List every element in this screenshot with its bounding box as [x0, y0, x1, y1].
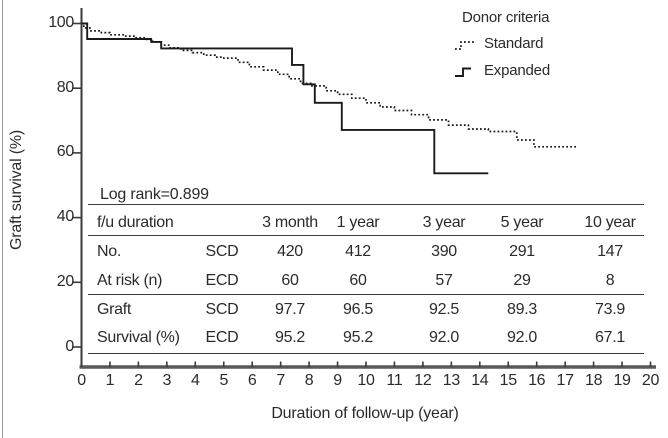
curve-standard	[81, 22, 577, 148]
risk-table-cell: 60	[349, 272, 367, 289]
curve-expanded	[81, 22, 489, 175]
risk-table-row-label: Survival (%)	[97, 329, 180, 346]
legend-key-expanded-icon	[455, 67, 471, 77]
risk-table-cell: 92.0	[507, 329, 537, 346]
x-tick-label: 13	[442, 372, 461, 389]
table-rule-middle	[88, 294, 644, 295]
y-tick-label: 100	[48, 14, 74, 31]
legend-item-standard: Standard	[484, 35, 544, 52]
x-tick-label: 9	[333, 372, 342, 389]
x-tick-label: 10	[357, 372, 375, 389]
table-rule-header	[88, 235, 644, 236]
risk-table-row-label: Graft	[97, 301, 132, 318]
risk-table-cell: 96.5	[343, 301, 373, 318]
risk-table-group-cell: SCD	[205, 301, 239, 318]
risk-table-cell: 95.2	[343, 329, 373, 346]
risk-table-row-label: No.	[97, 243, 121, 260]
legend-title: Donor criteria	[462, 9, 550, 26]
x-tick-label: 0	[77, 372, 86, 389]
risk-table-cell: 67.1	[595, 329, 625, 346]
risk-table-header-cell: 3 month	[262, 214, 318, 231]
risk-table-cell: 8	[605, 272, 615, 289]
x-tick-label: 18	[584, 372, 603, 389]
x-tick-label: 1	[105, 372, 115, 389]
x-tick-label: 3	[162, 372, 172, 389]
risk-table-cell: 57	[435, 272, 453, 289]
table-rule-bottom	[88, 353, 644, 354]
y-tick-label: 40	[56, 208, 75, 226]
risk-table-header-cell: f/u duration	[97, 214, 174, 231]
x-tick-label: 12	[414, 372, 432, 389]
x-tick-label: 20	[641, 372, 660, 389]
risk-table-cell: 92.5	[429, 301, 459, 318]
risk-table-cell: 29	[513, 272, 531, 289]
risk-table-cell: 412	[345, 243, 371, 260]
log-rank-annotation: Log rank=0.899	[100, 186, 209, 203]
x-tick-label: 17	[556, 372, 575, 389]
risk-table-header-cell: 1 year	[336, 214, 380, 231]
risk-table-cell: 147	[597, 243, 623, 260]
y-axis-title: Graft survival (%)	[8, 130, 25, 250]
y-tick-label: 0	[65, 337, 74, 355]
risk-table-cell: 97.7	[275, 301, 305, 318]
risk-table-row-label: At risk (n)	[97, 272, 163, 289]
risk-table-cell: 60	[281, 272, 299, 289]
x-tick-label: 19	[613, 372, 631, 389]
x-tick-label: 11	[386, 372, 403, 389]
x-tick-label: 2	[134, 372, 143, 389]
risk-table-header-cell: 3 year	[422, 214, 466, 231]
risk-table-cell: 390	[431, 243, 457, 260]
risk-table-header-cell: 5 year	[500, 214, 544, 231]
x-tick-label: 4	[190, 372, 200, 389]
table-rule-top	[88, 204, 644, 205]
y-tick-label: 20	[56, 272, 75, 290]
x-tick-label: 6	[247, 372, 257, 389]
x-tick-label: 16	[528, 372, 546, 389]
risk-table-group-cell: ECD	[205, 329, 239, 346]
x-tick-label: 15	[499, 372, 518, 389]
x-tick-label: 7	[276, 372, 285, 389]
x-tick-label: 8	[304, 372, 314, 389]
risk-table-cell: 291	[509, 243, 535, 260]
figure-left-edge	[2, 0, 3, 438]
risk-table-cell: 89.3	[507, 301, 537, 318]
x-axis-title: Duration of follow-up (year)	[271, 405, 459, 422]
risk-table-group-cell: SCD	[205, 243, 239, 260]
risk-table-group-cell: ECD	[205, 272, 239, 289]
risk-table-cell: 420	[277, 243, 303, 260]
x-tick-label: 14	[471, 372, 489, 389]
legend-item-expanded: Expanded	[484, 62, 550, 79]
risk-table-cell: 95.2	[275, 329, 305, 346]
y-tick-label: 80	[56, 78, 75, 96]
y-tick-label: 60	[56, 143, 75, 161]
x-tick-label: 5	[219, 372, 229, 389]
risk-table-cell: 73.9	[595, 301, 625, 318]
risk-table-header-cell: 10 year	[584, 214, 636, 231]
risk-table-cell: 92.0	[429, 329, 459, 346]
legend-key-standard-icon	[455, 41, 476, 50]
